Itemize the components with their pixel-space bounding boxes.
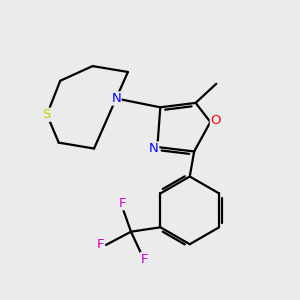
Text: O: O [210,114,221,127]
Text: S: S [42,108,50,121]
Text: F: F [140,253,148,266]
Text: N: N [111,92,121,105]
Text: F: F [118,196,126,210]
Text: F: F [97,238,104,251]
Text: N: N [149,142,159,155]
